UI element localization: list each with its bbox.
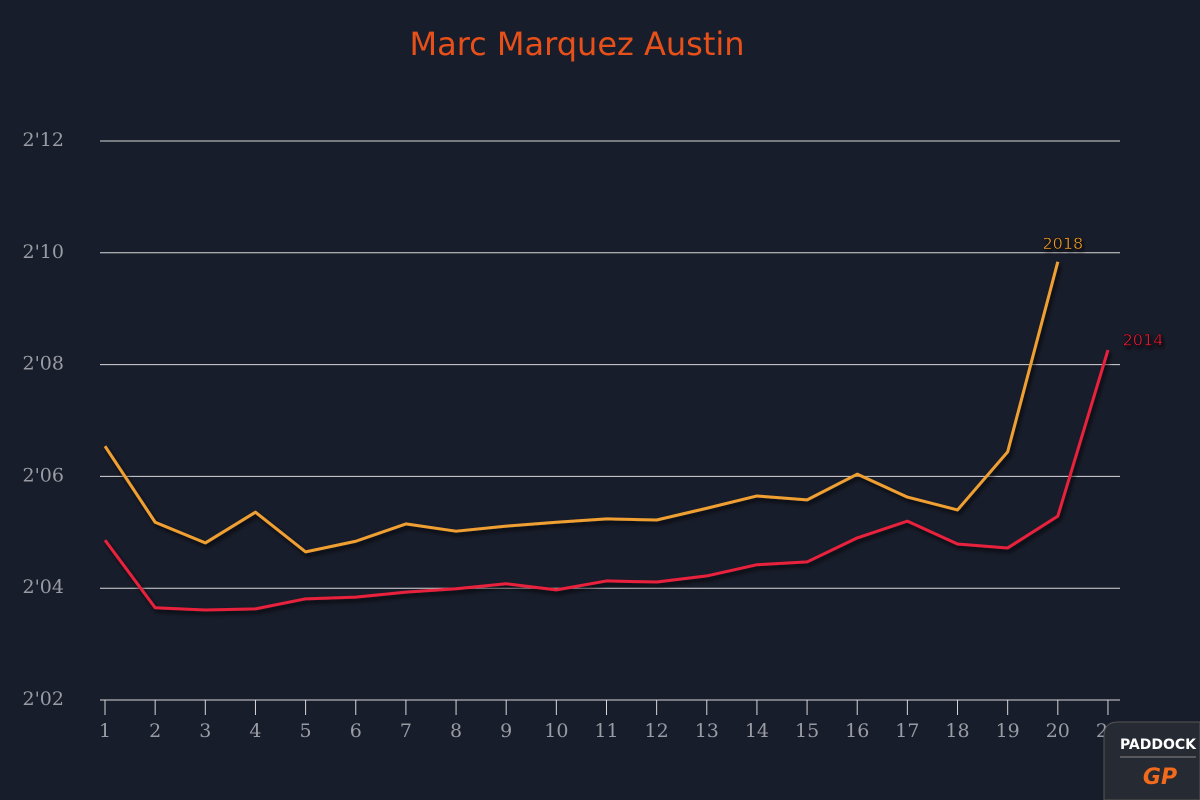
y-tick-label: 2'08 [23,353,65,375]
x-tick-label: 9 [500,720,512,742]
series-line [103,349,1110,612]
x-tick-label: 15 [795,720,819,742]
x-tick-label: 16 [845,720,869,742]
x-tick-label: 12 [645,720,669,742]
x-tick-label: 3 [199,720,211,742]
series-label: 2018 [1042,234,1083,253]
logo: PADDOCK GP [1103,721,1200,800]
y-tick-label: 2'06 [23,464,65,486]
plot: 2'022'042'062'082'102'121 2 3 4 5 6 7 8 9 10 11 12 1… [23,129,1164,742]
x-tick-label: 11 [594,720,618,742]
x-tick-label: 6 [350,720,362,742]
series-label: 2014 [1123,331,1164,350]
x-tick-label: 20 [1046,720,1070,742]
y-tick-label: 2'02 [23,688,65,710]
chart-title: Marc Marquez Austin [409,25,744,63]
y-tick-label: 2'04 [23,576,65,598]
x-tick-label: 14 [745,720,769,742]
logo-box [1103,721,1200,800]
x-tick-label: 8 [450,720,462,742]
x-tick-label: 18 [945,720,969,742]
x-tick-label: 7 [400,720,412,742]
x-tick-label: 13 [695,720,719,742]
x-tick-label: 17 [895,720,919,742]
logo-top: PADDOCK [1120,737,1197,753]
y-tick-label: 2'12 [23,129,65,151]
x-tick-label: 1 [99,720,111,742]
logo-bottom: GP [1143,765,1177,790]
x-tick-label: 2 [149,720,161,742]
x-tick-label: 5 [300,720,312,742]
x-tick-label: 19 [996,720,1020,742]
y-tick-label: 2'10 [23,241,65,263]
x-tick-label: 4 [249,720,261,742]
x-tick-label: 10 [544,720,568,742]
series-line [103,261,1060,554]
